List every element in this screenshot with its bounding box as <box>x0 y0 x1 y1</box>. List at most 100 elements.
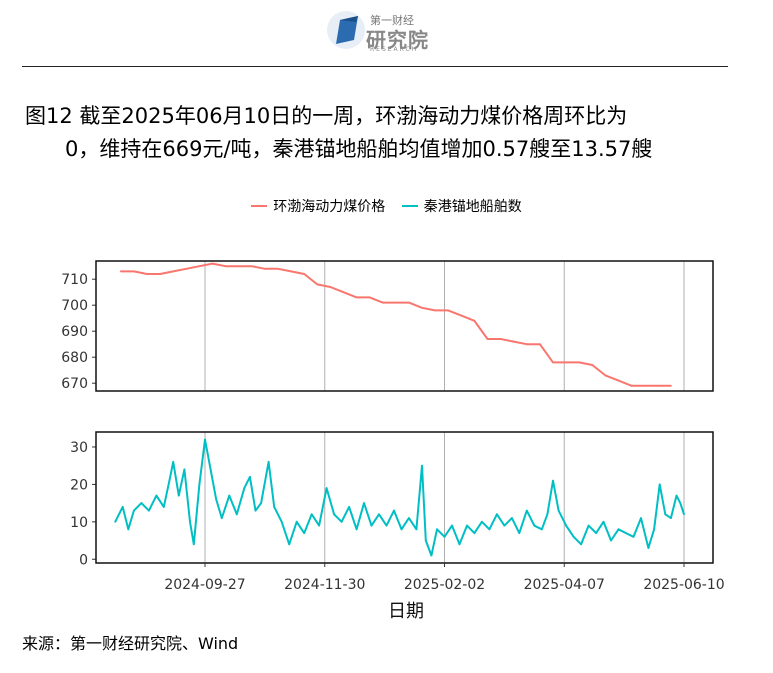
x-axis-label: 日期 <box>388 601 424 622</box>
series-2-point-57 <box>488 528 491 531</box>
series-2-point-58 <box>496 513 498 516</box>
series-2-point-51 <box>443 535 446 538</box>
legend-label-ships: 秦港锚地船舶数 <box>423 199 522 215</box>
series-2-point-36 <box>340 520 343 523</box>
series-2-point-81 <box>658 483 661 486</box>
panel-1-ytick-label-4: 700 <box>61 298 88 314</box>
series-2-point-12 <box>183 468 186 471</box>
series-1-point-9 <box>224 265 227 268</box>
series-1-point-5 <box>172 270 175 273</box>
series-2-point-41 <box>378 513 380 516</box>
series-2-point-66 <box>552 479 554 482</box>
series-2-point-16 <box>204 438 206 441</box>
legend-item-price: 环渤海动力煤价格 <box>251 196 385 216</box>
logo-sub-text: RESEARCH <box>370 46 419 53</box>
series-1-point-19 <box>355 296 358 299</box>
panel-2-ytick-label-2: 10 <box>70 515 88 531</box>
series-2-point-37 <box>348 506 350 508</box>
series-2-point-52 <box>451 524 453 527</box>
series-1-point-32 <box>525 343 528 346</box>
series-2-point-4 <box>133 509 135 512</box>
series-1-point-1 <box>119 270 122 273</box>
series-2-point-76 <box>625 532 627 534</box>
series-2-point-71 <box>587 524 590 527</box>
series-1-point-22 <box>395 301 397 304</box>
series-2-point-62 <box>525 509 528 512</box>
x-tick-label-4: 2025-04-07 <box>524 577 605 593</box>
series-2-point-86 <box>683 513 685 516</box>
series-2-point-17 <box>209 468 212 471</box>
panel-2-background <box>96 432 713 563</box>
x-tick-label-3: 2025-02-02 <box>404 577 485 593</box>
series-1-point-31 <box>512 340 515 343</box>
series-1-point-35 <box>565 361 567 364</box>
series-2-point-69 <box>572 535 575 538</box>
series-2-point-54 <box>466 524 468 527</box>
series-2-point-48 <box>424 539 427 542</box>
series-1-point-40 <box>630 384 633 387</box>
series-2-point-32 <box>310 513 313 516</box>
series-2-point-61 <box>518 532 521 534</box>
legend-swatch-ships <box>401 205 418 207</box>
series-2-point-77 <box>632 535 635 538</box>
series-2-point-10 <box>172 461 175 463</box>
legend-swatch-price <box>251 205 268 207</box>
series-1-point-30 <box>499 338 502 340</box>
series-1-point-13 <box>277 267 279 270</box>
x-tick-label-2: 2024-11-30 <box>284 577 365 593</box>
series-2-point-50 <box>436 528 438 531</box>
header-divider <box>22 66 728 67</box>
series-1-point-43 <box>670 384 672 387</box>
series-2-point-74 <box>610 539 612 542</box>
panel-2-ytick-label-1: 0 <box>79 552 88 568</box>
series-1-point-20 <box>368 296 371 299</box>
series-1-point-10 <box>237 265 240 268</box>
series-2-point-43 <box>393 509 395 512</box>
logo-small-text: 第一财经 <box>370 14 414 27</box>
series-1-point-27 <box>460 314 463 317</box>
series-1-point-11 <box>250 265 253 268</box>
series-2-point-38 <box>355 528 358 531</box>
series-1-point-36 <box>578 361 581 364</box>
series-2-point-47 <box>421 464 423 467</box>
series-2-point-1 <box>114 520 117 523</box>
series-2-point-6 <box>148 509 150 512</box>
panel-2-ytick-label-3: 20 <box>70 477 88 493</box>
series-1-point-23 <box>408 301 410 304</box>
panel-1-ytick-label-3: 690 <box>61 324 88 340</box>
panel-1-ytick-label-5: 710 <box>61 272 88 288</box>
series-2-point-29 <box>288 543 291 546</box>
series-2-point-18 <box>215 498 218 501</box>
series-1-point-28 <box>473 319 476 322</box>
series-1-point-33 <box>539 343 541 346</box>
x-tick-label-1: 2024-09-27 <box>164 577 245 593</box>
series-2-point-39 <box>363 502 365 504</box>
series-2-point-13 <box>189 520 191 523</box>
logo-main-text: 研究院 <box>366 28 429 52</box>
series-2-point-82 <box>664 513 667 516</box>
series-2-point-63 <box>533 524 536 527</box>
series-2-point-56 <box>481 520 483 523</box>
series-2-point-70 <box>580 543 582 546</box>
series-2-point-7 <box>155 494 158 497</box>
series-2-point-49 <box>430 554 433 557</box>
series-2-point-30 <box>295 520 298 523</box>
panel-1-frame <box>95 260 714 392</box>
legend-item-ships: 秦港锚地船舶数 <box>401 196 522 216</box>
series-2-point-72 <box>595 532 597 534</box>
legend-label-price: 环渤海动力煤价格 <box>273 199 386 215</box>
series-2-point-75 <box>617 528 620 531</box>
series-2-point-5 <box>140 502 143 504</box>
panel-1-background <box>96 261 713 391</box>
series-2-point-2 <box>121 506 124 508</box>
chart-title-line-2: 0，维持在669元/吨，秦港锚地船舶均值增加0.57艘至13.57艘 <box>65 137 653 161</box>
series-line-2 <box>114 438 685 557</box>
series-2-point-28 <box>280 520 283 523</box>
chart-legend: 环渤海动力煤价格 秦港锚地船舶数 <box>0 195 773 216</box>
series-1-point-39 <box>617 379 620 382</box>
series-2-point-14 <box>192 543 195 546</box>
series-2-point-31 <box>303 532 306 534</box>
series-2-point-65 <box>546 513 549 516</box>
series-1-point-15 <box>303 273 306 275</box>
series-2-point-3 <box>127 528 130 531</box>
